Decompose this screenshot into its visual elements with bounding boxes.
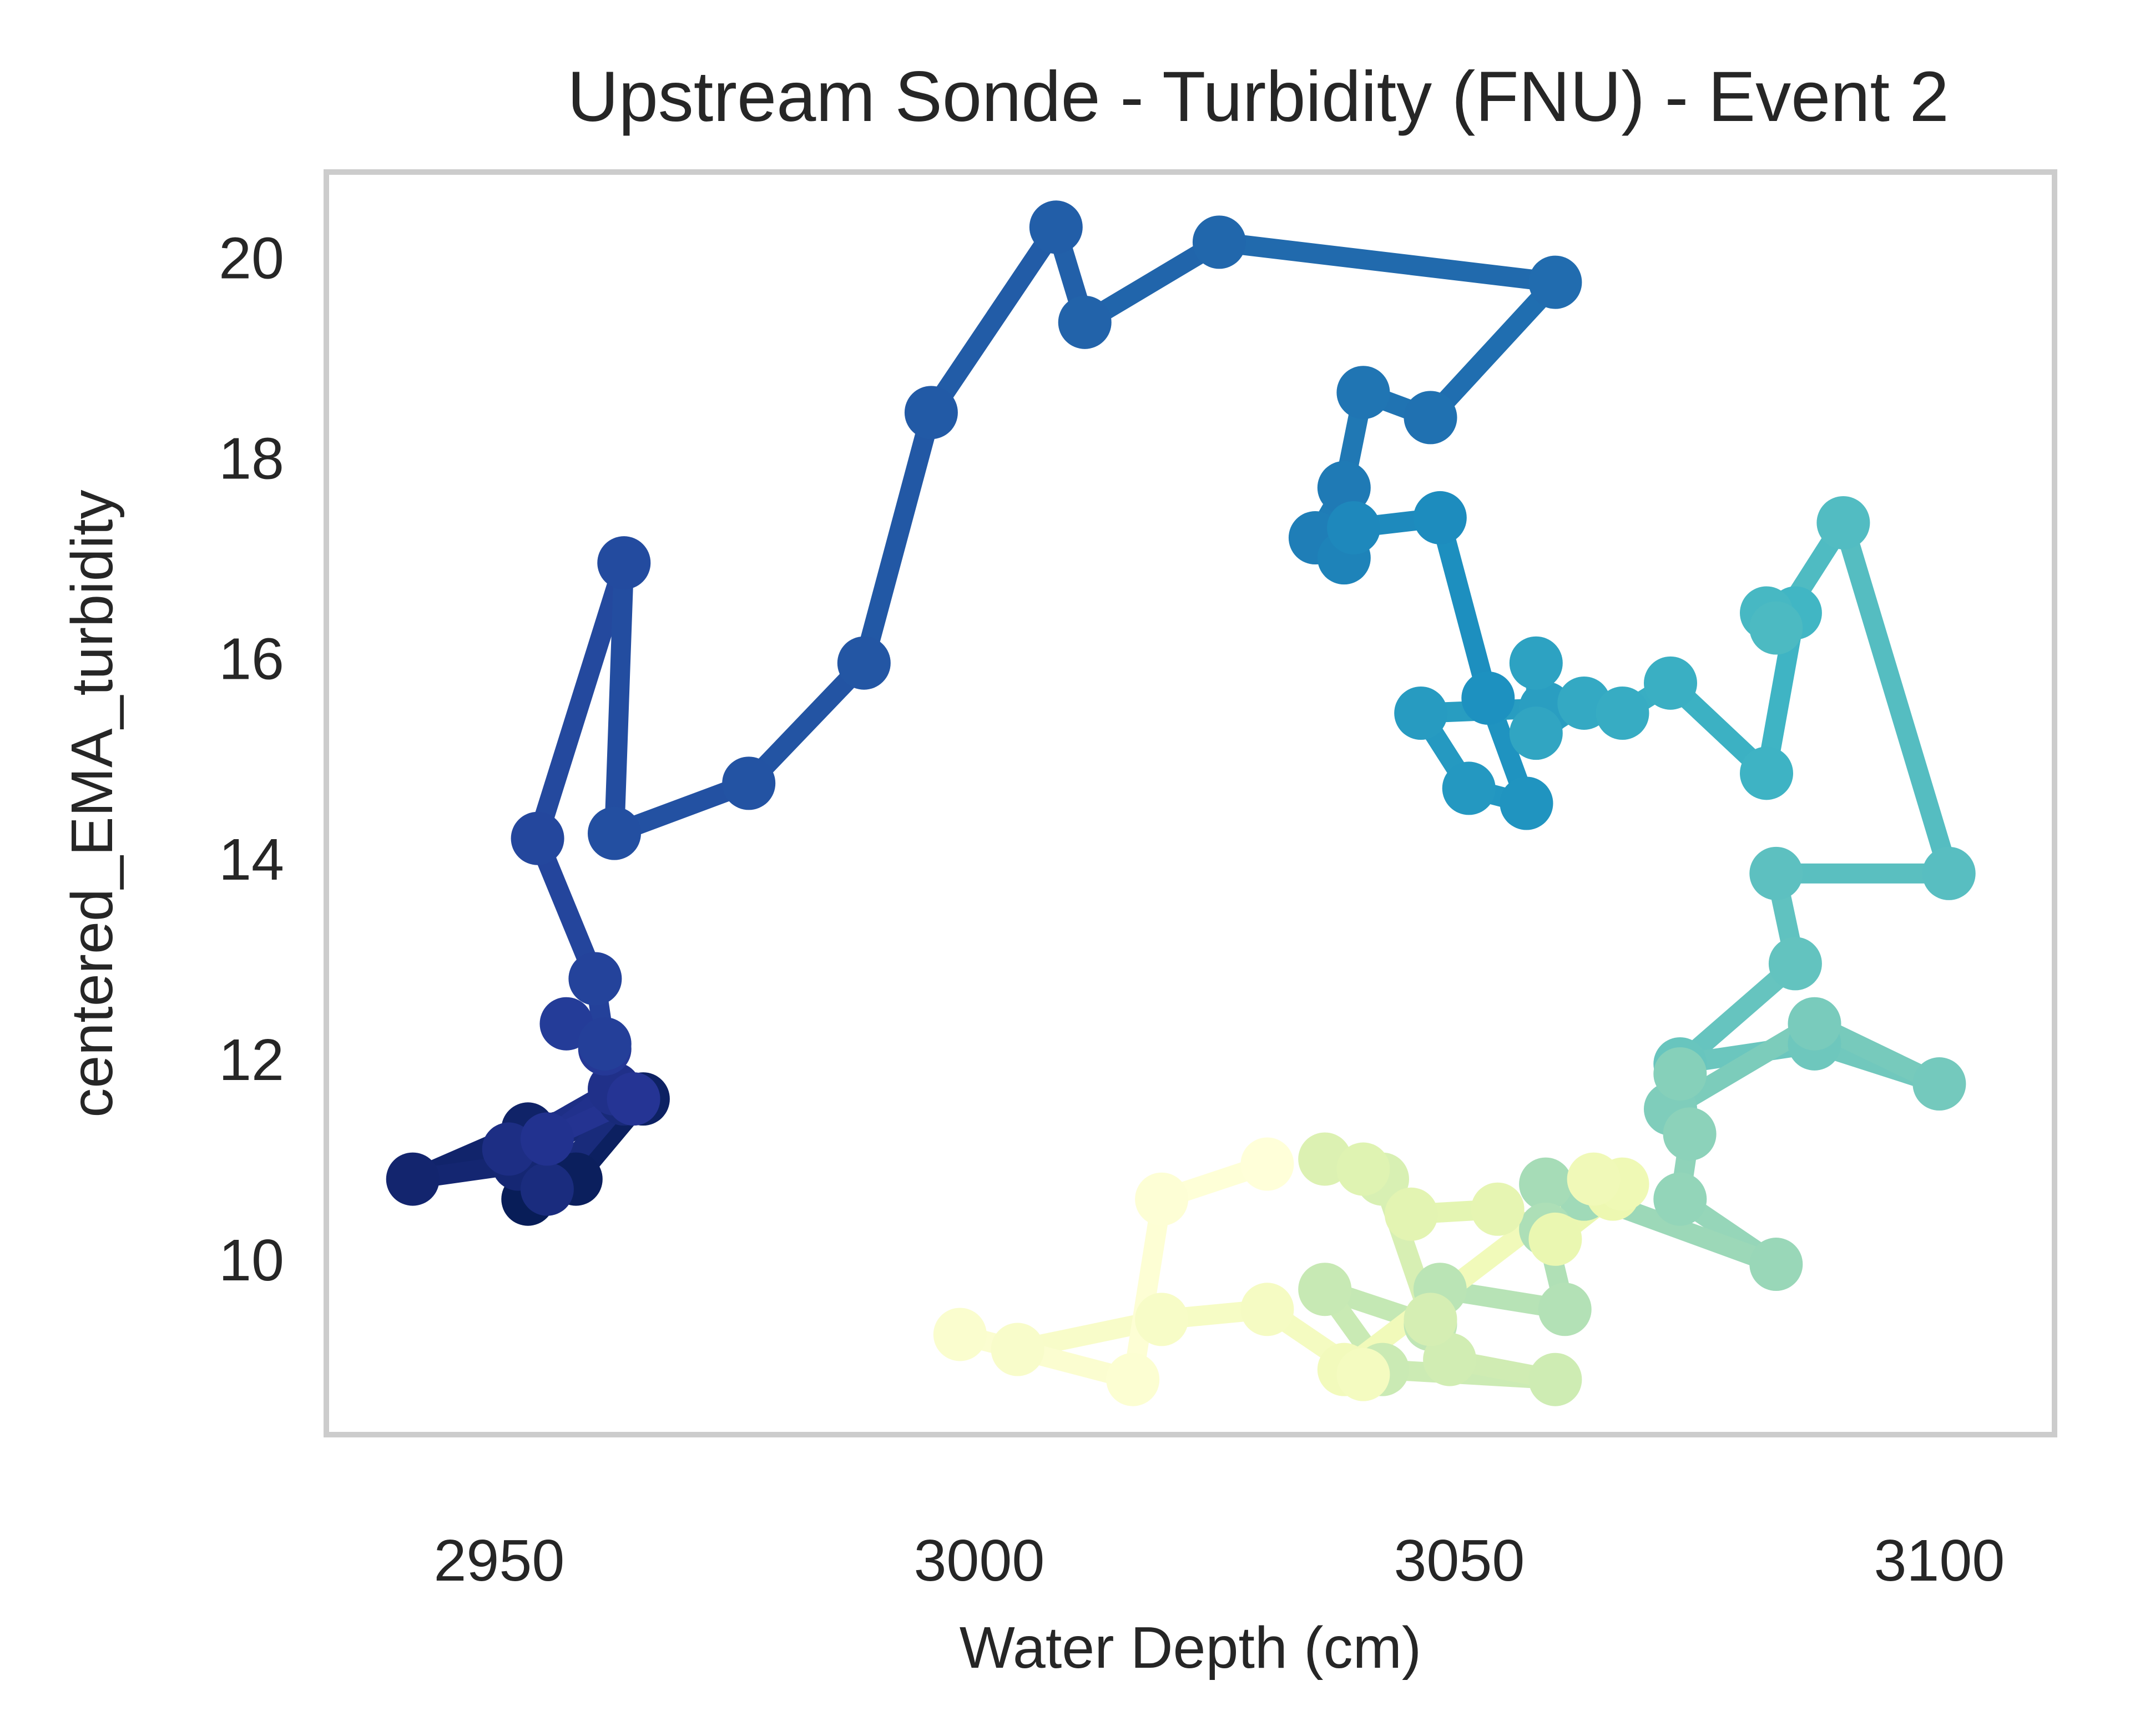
data-point: [588, 806, 641, 860]
y-tick-label: 20: [219, 225, 284, 291]
y-tick-label: 16: [219, 627, 284, 692]
data-point: [837, 636, 891, 690]
data-point: [607, 1072, 660, 1126]
data-point: [1394, 687, 1448, 740]
data-point: [1788, 997, 1841, 1051]
data-point: [1528, 1353, 1582, 1406]
plot-area: [386, 200, 1976, 1406]
data-point: [1912, 1057, 1966, 1111]
data-point: [1653, 1047, 1707, 1101]
data-point: [1749, 1238, 1803, 1291]
data-point: [386, 1152, 440, 1206]
data-point: [1461, 671, 1515, 725]
data-point: [1029, 200, 1083, 254]
data-point: [1135, 1172, 1189, 1226]
data-point: [1509, 706, 1563, 760]
data-point: [1596, 687, 1649, 740]
data-point: [1423, 1333, 1477, 1386]
data-point: [1519, 1157, 1573, 1211]
data-point: [1192, 215, 1246, 269]
data-point: [1749, 846, 1803, 900]
data-point: [1528, 1212, 1582, 1266]
x-tick-label: 2950: [433, 1528, 564, 1593]
data-point: [1327, 501, 1381, 554]
data-point: [1538, 1283, 1592, 1336]
series-segment: [604, 553, 634, 844]
data-point: [1653, 1172, 1707, 1226]
data-point: [722, 756, 776, 810]
data-point: [1740, 746, 1793, 800]
data-point: [1404, 1293, 1457, 1346]
data-point: [1644, 656, 1697, 710]
data-point: [1567, 1152, 1621, 1206]
data-point: [1749, 601, 1803, 655]
data-point: [1922, 846, 1976, 900]
data-point: [1404, 391, 1457, 445]
x-tick-label: 3100: [1874, 1528, 2005, 1593]
data-point: [1816, 496, 1870, 549]
data-point: [597, 536, 651, 590]
data-point: [520, 1112, 574, 1166]
data-point: [1500, 776, 1553, 830]
data-point: [1384, 1187, 1438, 1241]
y-axis-label: centered_EMA_turbidity: [59, 489, 125, 1117]
x-axis-ticks: 2950 3000 3050 3100: [433, 1528, 2005, 1593]
series-segment: [1420, 272, 1566, 428]
x-tick-label: 3050: [1394, 1528, 1525, 1593]
chart-title: Upstream Sonde - Turbidity (FNU) - Event…: [567, 57, 1949, 137]
data-point: [991, 1323, 1044, 1376]
data-point: [1240, 1283, 1294, 1336]
data-point: [511, 811, 564, 865]
plot-frame: [324, 169, 2057, 1437]
data-point: [904, 386, 958, 440]
data-point: [568, 952, 622, 1006]
data-point: [1336, 366, 1390, 420]
data-point: [933, 1308, 987, 1361]
data-point: [1471, 1182, 1525, 1236]
data-point: [1058, 295, 1112, 349]
data-point: [1509, 636, 1563, 690]
series-segment: [1209, 232, 1566, 292]
x-tick-label: 3000: [913, 1528, 1044, 1593]
y-tick-label: 10: [219, 1228, 284, 1293]
series-segment: [1123, 1189, 1172, 1390]
y-tick-label: 12: [219, 1027, 284, 1093]
y-tick-label: 14: [219, 827, 284, 892]
data-point: [1336, 1348, 1390, 1401]
series-points: [386, 200, 1976, 1406]
y-tick-label: 18: [219, 426, 284, 492]
y-axis-ticks: 10 12 14 16 18 20: [219, 225, 284, 1293]
series-segment: [527, 553, 634, 849]
data-point: [1317, 461, 1371, 514]
data-point: [1528, 255, 1582, 309]
data-point: [1106, 1353, 1160, 1406]
data-point: [1442, 761, 1496, 815]
data-point: [1240, 1137, 1294, 1191]
data-point: [1298, 1263, 1352, 1316]
data-point: [1135, 1293, 1189, 1346]
x-axis-label: Water Depth (cm): [960, 1615, 1421, 1681]
data-point: [1768, 937, 1822, 991]
data-point: [1336, 1142, 1390, 1196]
data-point: [578, 1017, 632, 1071]
series-segment: [1833, 512, 1959, 884]
series-segment: [921, 217, 1066, 423]
data-point: [520, 1162, 574, 1216]
series-segment: [950, 1324, 1143, 1390]
series-segment: [739, 653, 874, 794]
data-point: [1663, 1107, 1717, 1161]
series-segment: [1430, 507, 1498, 708]
data-point: [1413, 491, 1467, 544]
series-segment: [854, 402, 941, 673]
